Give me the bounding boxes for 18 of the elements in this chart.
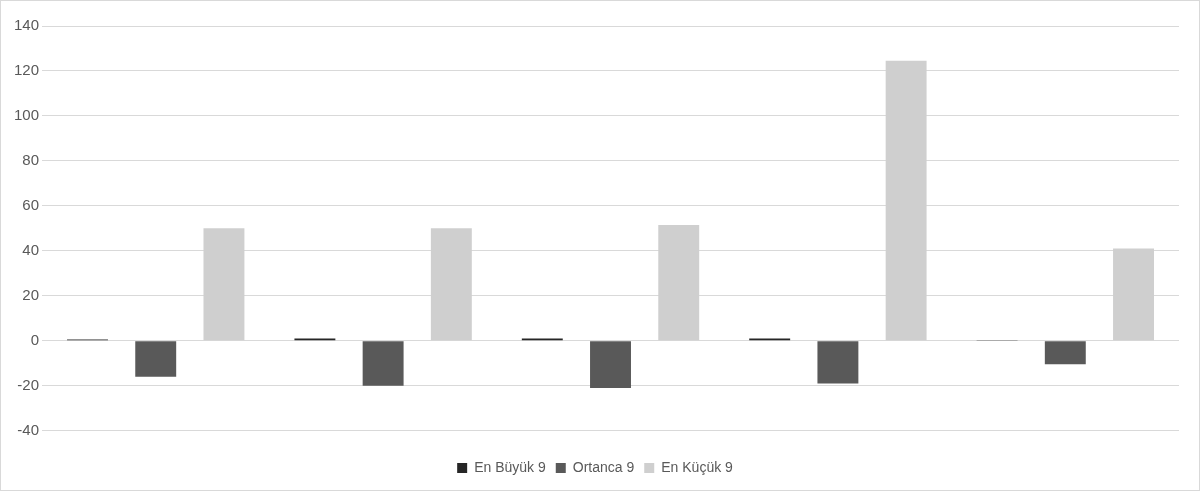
y-tick-label: 20 [22,285,40,303]
y-tick-label: 140 [14,16,40,34]
bar [1044,341,1086,365]
y-tick-label: 100 [14,106,40,124]
y-tick-label: 60 [22,195,40,213]
y-tick-label: -20 [17,375,40,393]
y-tick-label: -40 [17,420,40,438]
y-tick-label: 80 [22,151,40,169]
bar [817,341,859,384]
y-tick-label: 40 [22,240,40,258]
legend-label: Ortanca 9 [572,458,635,475]
y-tick-label: 0 [30,330,40,348]
y-tick-label: 120 [14,61,40,79]
bar [590,341,631,388]
bar [362,341,404,386]
legend-label: En Küçük 9 [661,458,734,475]
legend-label: En Büyük 9 [474,458,546,475]
bar [135,341,177,377]
